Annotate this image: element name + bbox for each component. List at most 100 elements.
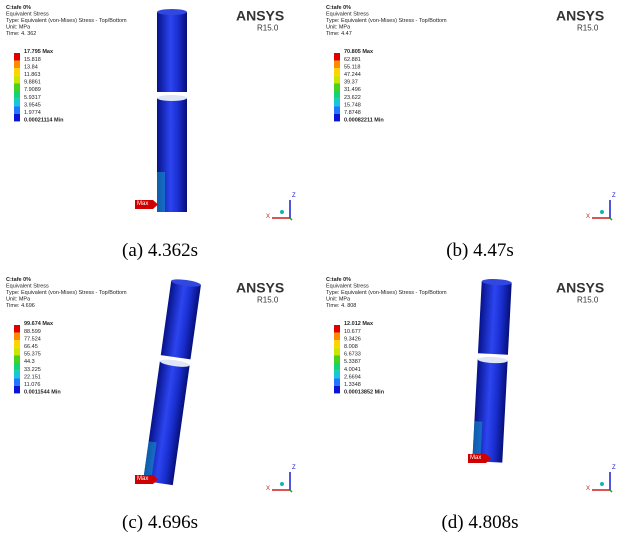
legend-swatch — [14, 355, 20, 363]
legend-swatch — [14, 114, 20, 122]
cylinder — [472, 278, 512, 462]
legend-label: 11.076 — [24, 382, 40, 388]
legend-label: 9.3426 — [344, 336, 361, 342]
legend-label: 55.118 — [344, 64, 360, 70]
header-line: Equivalent Stress — [326, 284, 369, 290]
header-line: Unit: MPa — [6, 25, 31, 31]
legend-label: 55.375 — [24, 352, 41, 358]
cylinder-cap — [157, 9, 187, 15]
legend-label: 11.863 — [24, 72, 40, 78]
legend-label: 47.244 — [344, 72, 361, 78]
figure-canvas: C:tafe 0%Equivalent StressType: Equivale… — [0, 0, 643, 560]
caption: (b) 4.47s — [446, 240, 514, 261]
legend-label: 4.0041 — [344, 367, 361, 373]
header-line: Type: Equivalent (von-Mises) Stress - To… — [326, 290, 447, 296]
header-line: C:tafe 0% — [326, 5, 351, 11]
legend-label: 17.795 Max — [24, 49, 54, 55]
legend-swatch — [14, 386, 20, 394]
header-line: Equivalent Stress — [6, 284, 49, 290]
legend-label: 66.45 — [24, 344, 38, 350]
version: R15.0 — [577, 24, 599, 33]
triad-x-label: X — [266, 214, 270, 220]
legend-swatch — [334, 53, 340, 61]
triad-y — [290, 490, 292, 492]
header-line: C:tafe 0% — [6, 277, 31, 283]
max-tag-label: Max — [137, 476, 148, 482]
triad-z-label: Z — [292, 465, 296, 471]
header-line: Type: Equivalent (von-Mises) Stress - To… — [6, 290, 127, 296]
legend-label: 70.805 Max — [344, 49, 374, 55]
logo: ANSYS — [236, 7, 284, 23]
logo: ANSYS — [236, 279, 284, 295]
max-tag-label: Max — [137, 201, 148, 207]
triad-z-label: Z — [292, 193, 296, 199]
legend-swatch — [14, 76, 20, 84]
legend-swatch — [14, 378, 20, 386]
legend-label: 15.748 — [344, 102, 361, 108]
header-line: Time: 4.47 — [326, 31, 352, 37]
figure: C:tafe 0%Equivalent StressType: Equivale… — [0, 0, 643, 560]
header-line: C:tafe 0% — [6, 5, 31, 11]
legend-swatch — [334, 91, 340, 99]
cylinder-upper — [478, 281, 512, 354]
legend-label: 39.37 — [344, 80, 358, 86]
legend-swatch — [334, 333, 340, 341]
version: R15.0 — [577, 296, 599, 305]
max-tag-label: Max — [470, 455, 481, 461]
legend-label: 12.012 Max — [344, 321, 374, 327]
legend-label: 8.008 — [344, 344, 358, 350]
legend-label: 22.151 — [24, 374, 41, 380]
legend-swatch — [14, 340, 20, 348]
triad-origin — [280, 482, 284, 486]
legend-label: 99.674 Max — [24, 321, 54, 327]
legend-label: 23.622 — [344, 95, 361, 101]
legend-swatch — [14, 68, 20, 76]
header-line: Equivalent Stress — [326, 12, 369, 18]
header-line: Type: Equivalent (von-Mises) Stress - To… — [326, 18, 447, 24]
legend-swatch — [334, 386, 340, 394]
legend-swatch — [334, 76, 340, 84]
legend-label: 1.9774 — [24, 110, 41, 116]
cylinder — [143, 278, 201, 485]
cylinder-upper — [161, 281, 201, 359]
logo: ANSYS — [556, 7, 604, 23]
triad-x-label: X — [266, 486, 270, 492]
legend-swatch — [334, 348, 340, 356]
caption: (a) 4.362s — [122, 240, 198, 261]
legend-label: 9.8861 — [24, 80, 41, 86]
header-line: Unit: MPa — [6, 297, 31, 303]
cylinder-joint — [157, 95, 187, 101]
legend-swatch — [14, 91, 20, 99]
legend-swatch — [334, 83, 340, 91]
version: R15.0 — [257, 24, 279, 33]
legend-label: 44.3 — [24, 359, 35, 365]
legend-swatch — [334, 106, 340, 114]
legend-swatch — [14, 106, 20, 114]
triad-y — [290, 218, 292, 220]
version: R15.0 — [257, 296, 279, 305]
triad-x-label: X — [586, 486, 590, 492]
legend-label: 88.599 — [24, 329, 41, 335]
legend-label: 2.6694 — [344, 374, 361, 380]
legend-label: 0.0011544 Min — [24, 390, 61, 396]
legend-label: 10.677 — [344, 329, 361, 335]
legend-swatch — [14, 333, 20, 341]
triad-origin — [600, 210, 604, 214]
legend-label: 0.00013852 Min — [344, 390, 385, 396]
legend-swatch — [14, 348, 20, 356]
legend-label: 1.3348 — [344, 382, 361, 388]
header-line: Equivalent Stress — [6, 12, 49, 18]
legend-swatch — [334, 68, 340, 76]
legend-label: 62.881 — [344, 57, 361, 63]
legend-label: 7.8748 — [344, 110, 361, 116]
triad-origin — [600, 482, 604, 486]
legend-label: 13.84 — [24, 64, 38, 70]
legend-swatch — [334, 371, 340, 379]
header-line: Time: 4. 808 — [326, 303, 356, 309]
legend-swatch — [14, 83, 20, 91]
legend-label: 15.818 — [24, 57, 41, 63]
